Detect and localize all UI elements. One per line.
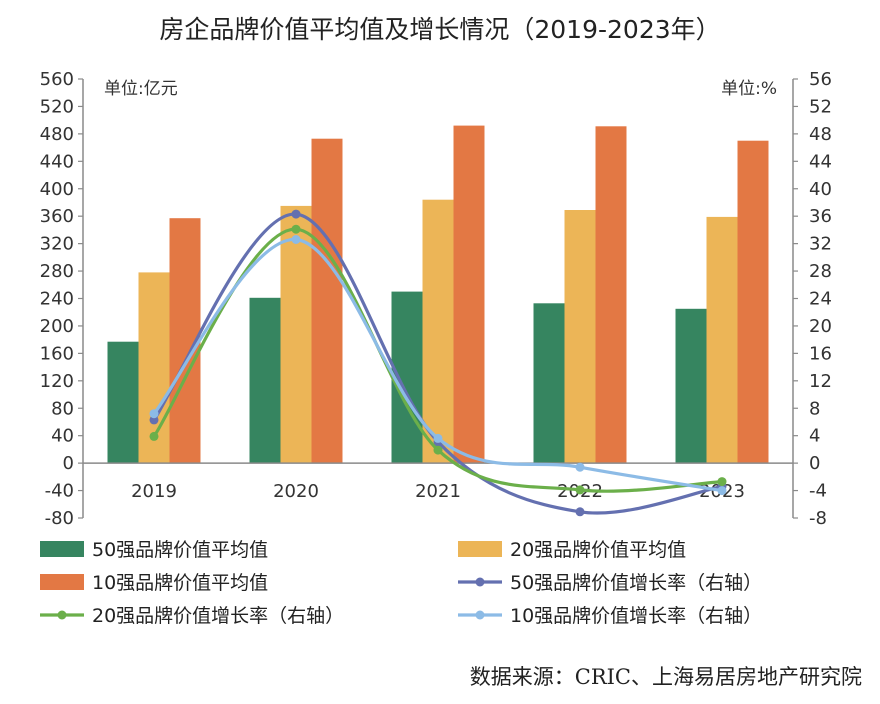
left-tick-label: -80 <box>45 508 74 529</box>
right-tick-label: 56 <box>809 69 832 90</box>
source-note: 数据来源：CRIC、上海易居房地产研究院 <box>470 665 862 689</box>
left-tick-label: 320 <box>40 234 74 255</box>
line-10强品牌价值增长率（右轴） <box>152 237 723 493</box>
bar-10强品牌价值平均值-2020 <box>311 138 343 464</box>
right-axis-unit: 单位:% <box>721 79 777 99</box>
right-tick-label: 44 <box>809 151 832 172</box>
point-10强品牌价值增长率（右轴）-2021 <box>433 433 443 443</box>
legend-marker-50强品牌价值增长率（右轴） <box>475 577 485 587</box>
right-tick-label: -4 <box>809 481 827 502</box>
point-10强品牌价值增长率（右轴）-2020 <box>291 235 301 244</box>
left-tick-label: 200 <box>40 316 74 337</box>
legend-label: 50强品牌价值平均值 <box>92 539 268 561</box>
line-50强品牌价值增长率（右轴） <box>152 212 723 515</box>
category-label: 2021 <box>415 481 461 502</box>
legend-label: 20强品牌价值增长率（右轴） <box>92 605 344 627</box>
chart-title: 房企品牌价值平均值及增长情况（2019-2023年） <box>159 15 720 44</box>
left-tick-label: 40 <box>51 426 74 447</box>
bar-50强品牌价值平均值-2022 <box>533 303 565 464</box>
right-tick-label: 4 <box>809 426 820 447</box>
right-tick-label: 36 <box>809 206 832 227</box>
point-20强品牌价值增长率（右轴）-2023 <box>717 477 727 487</box>
legend-label: 10强品牌价值平均值 <box>92 572 268 594</box>
left-tick-label: 480 <box>40 124 74 145</box>
bar-20强品牌价值平均值-2021 <box>422 199 454 464</box>
legend-marker-20强品牌价值增长率（右轴） <box>57 610 67 620</box>
left-axis-unit: 单位:亿元 <box>104 79 178 99</box>
bar-20强品牌价值平均值-2020 <box>280 205 312 464</box>
bar-50强品牌价值平均值-2021 <box>391 291 423 464</box>
right-tick-label: 0 <box>809 453 820 474</box>
bar-50强品牌价值平均值-2023 <box>675 308 707 464</box>
left-tick-label: 120 <box>40 371 74 392</box>
point-20强品牌价值增长率（右轴）-2021 <box>433 445 443 455</box>
point-50强品牌价值增长率（右轴）-2019 <box>149 415 159 425</box>
left-tick-label: 240 <box>40 289 74 310</box>
bar-50强品牌价值平均值-2020 <box>249 297 281 464</box>
legend-label: 10强品牌价值增长率（右轴） <box>510 605 762 627</box>
legend-label: 20强品牌价值平均值 <box>510 539 686 561</box>
bar-20强品牌价值平均值-2023 <box>706 216 738 464</box>
left-tick-label: 280 <box>40 261 74 282</box>
left-tick-label: 80 <box>51 398 74 419</box>
right-tick-label: 12 <box>809 371 832 392</box>
left-tick-label: 400 <box>40 179 74 200</box>
axes-layer: 5605204804404003603202802402001601208040… <box>40 69 832 529</box>
point-20强品牌价值增长率（右轴）-2020 <box>291 224 301 234</box>
point-20强品牌价值增长率（右轴）-2019 <box>149 431 159 441</box>
left-tick-label: 0 <box>63 453 74 474</box>
point-20强品牌价值增长率（右轴）-2022 <box>575 485 585 495</box>
bar-10强品牌价值平均值-2022 <box>595 126 627 464</box>
legend-swatch-50强品牌价值平均值 <box>40 541 84 557</box>
left-tick-label: 520 <box>40 96 74 117</box>
right-tick-label: 8 <box>809 398 820 419</box>
legend-swatch-20强品牌价值平均值 <box>458 541 502 557</box>
right-tick-label: 40 <box>809 179 832 200</box>
category-label: 2020 <box>273 481 319 502</box>
bar-20强品牌价值平均值-2022 <box>564 210 596 464</box>
right-tick-label: 28 <box>809 261 832 282</box>
bar-10强品牌价值平均值-2023 <box>737 140 769 464</box>
left-tick-label: 560 <box>40 69 74 90</box>
legend: 50强品牌价值平均值 20强品牌价值平均值 10强品牌价值平均值 50强品牌价值增长率… <box>40 539 762 627</box>
point-10强品牌价值增长率（右轴）-2023 <box>717 486 727 496</box>
legend-swatch-10强品牌价值平均值 <box>40 574 84 590</box>
legend-label: 50强品牌价值增长率（右轴） <box>510 572 762 594</box>
point-10强品牌价值增长率（右轴）-2022 <box>575 462 585 472</box>
left-tick-label: 440 <box>40 151 74 172</box>
bar-layer <box>107 125 769 464</box>
line-layer <box>149 209 727 517</box>
bar-10强品牌价值平均值-2021 <box>453 125 485 464</box>
category-label: 2019 <box>131 481 177 502</box>
left-tick-label: 360 <box>40 206 74 227</box>
legend-marker-10强品牌价值增长率（右轴） <box>475 610 485 620</box>
right-tick-label: 24 <box>809 289 832 310</box>
right-tick-label: 20 <box>809 316 832 337</box>
right-tick-label: 32 <box>809 234 832 255</box>
point-50强品牌价值增长率（右轴）-2022 <box>575 507 585 517</box>
bar-50强品牌价值平均值-2019 <box>107 341 139 464</box>
left-tick-label: -40 <box>45 481 74 502</box>
right-tick-label: 52 <box>809 96 832 117</box>
right-tick-label: 16 <box>809 343 832 364</box>
point-50强品牌价值增长率（右轴）-2020 <box>291 209 301 219</box>
right-tick-label: -8 <box>809 508 827 529</box>
bar-20强品牌价值平均值-2019 <box>138 272 170 464</box>
right-tick-label: 48 <box>809 124 832 145</box>
point-10强品牌价值增长率（右轴）-2019 <box>149 409 159 419</box>
left-tick-label: 160 <box>40 343 74 364</box>
